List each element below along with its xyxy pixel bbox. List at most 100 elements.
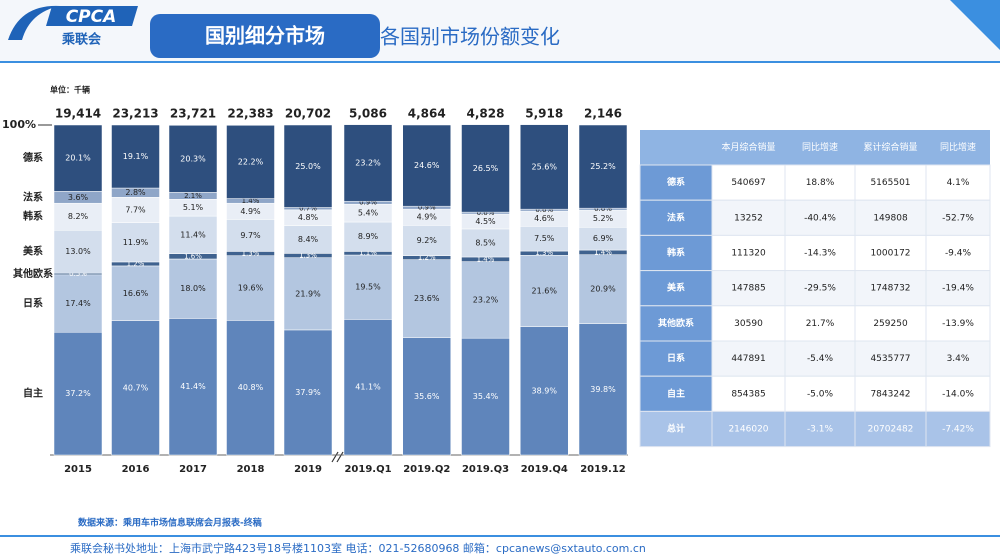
table-text: 3.4% bbox=[947, 354, 970, 364]
table-cell bbox=[639, 270, 713, 307]
bar-segment bbox=[343, 124, 393, 202]
x-tick-label: 2016 bbox=[122, 464, 150, 475]
data-label: 0.6% bbox=[594, 205, 612, 213]
data-label: 13.0% bbox=[65, 247, 91, 256]
data-label: 21.6% bbox=[532, 286, 558, 295]
bar-segment bbox=[168, 258, 218, 319]
table-cell bbox=[925, 340, 991, 377]
legend-label: 法系 bbox=[23, 190, 43, 203]
data-label: 11.4% bbox=[180, 230, 206, 239]
total-label: 5,918 bbox=[525, 107, 563, 121]
corner-decoration bbox=[950, 0, 1000, 50]
total-label: 22,383 bbox=[227, 107, 273, 121]
data-label: 26.5% bbox=[473, 164, 499, 173]
table-text: -14.0% bbox=[942, 389, 974, 399]
data-label: 35.6% bbox=[414, 392, 440, 401]
table-header: 累计综合销量 bbox=[863, 141, 917, 153]
data-label: 8.2% bbox=[68, 212, 89, 221]
table-text: 854385 bbox=[731, 389, 765, 399]
table-header: 同比增速 bbox=[802, 141, 838, 153]
table-text: -29.5% bbox=[804, 284, 836, 294]
data-label: 4.6% bbox=[534, 214, 555, 223]
data-label: 38.9% bbox=[532, 386, 558, 395]
x-tick-label: 2019.Q3 bbox=[462, 464, 509, 475]
table-cell bbox=[784, 305, 856, 342]
data-label: 1.3% bbox=[299, 252, 317, 260]
table-text: 2146020 bbox=[728, 425, 768, 435]
x-tick-label: 2019.12 bbox=[580, 464, 626, 475]
table-cell bbox=[925, 234, 991, 272]
data-label: 4.5% bbox=[475, 217, 496, 226]
total-label: 2,146 bbox=[584, 107, 622, 121]
data-label: 7.7% bbox=[125, 205, 146, 214]
table-text: 韩系 bbox=[667, 247, 685, 259]
data-label: 23.2% bbox=[473, 295, 499, 304]
table-cell bbox=[784, 234, 856, 272]
x-tick-label: 2019 bbox=[294, 464, 322, 475]
bar-segment bbox=[53, 202, 103, 231]
legend-label: 日系 bbox=[23, 297, 43, 310]
table-text: 111320 bbox=[731, 249, 766, 259]
bar-segment bbox=[343, 221, 393, 252]
table-text: 540697 bbox=[731, 178, 765, 188]
data-label: 19.1% bbox=[123, 152, 149, 161]
bar-segment bbox=[111, 124, 160, 189]
table-cell bbox=[784, 410, 856, 448]
table-text: 147885 bbox=[731, 284, 765, 294]
bar-segment bbox=[283, 225, 333, 254]
total-label: 19,414 bbox=[55, 107, 101, 121]
bar-segment bbox=[461, 337, 510, 456]
data-label: 18.0% bbox=[180, 284, 206, 293]
data-label: 37.9% bbox=[295, 388, 321, 397]
data-label: 0.5% bbox=[69, 270, 87, 278]
legend-label: 其他欧系 bbox=[13, 267, 53, 280]
legend-label: 韩系 bbox=[23, 210, 43, 223]
table-text: -9.4% bbox=[945, 249, 972, 259]
table-cell bbox=[784, 164, 856, 201]
title: 国别细分市场 bbox=[205, 24, 325, 48]
table-text: 自主 bbox=[667, 387, 685, 399]
table-cell bbox=[854, 410, 927, 448]
bar-segment bbox=[520, 124, 569, 210]
data-label: 16.6% bbox=[123, 289, 149, 298]
table-text: -5.0% bbox=[807, 389, 834, 399]
axis-break bbox=[336, 451, 344, 463]
data-label: 7.5% bbox=[534, 234, 555, 243]
data-label: 1.2% bbox=[418, 254, 436, 262]
x-tick-label: 2019.Q2 bbox=[403, 464, 450, 475]
bar-segment bbox=[226, 320, 275, 456]
logo-text: CPCA bbox=[66, 7, 117, 27]
x-tick-label: 2019.Q1 bbox=[344, 464, 391, 475]
bar-segment bbox=[402, 124, 451, 207]
table-header-bg bbox=[640, 130, 990, 165]
table-text: -19.4% bbox=[942, 284, 974, 294]
bar-segment bbox=[402, 259, 451, 338]
x-tick-label: 2015 bbox=[64, 464, 92, 475]
table-cell bbox=[854, 234, 927, 272]
data-label: 1.2% bbox=[127, 260, 145, 268]
data-label: 25.6% bbox=[532, 162, 558, 171]
table-text: -7.42% bbox=[942, 425, 974, 435]
data-label: 2.8% bbox=[125, 188, 146, 197]
table-text: 20702482 bbox=[868, 425, 914, 435]
table-cell bbox=[711, 305, 786, 342]
axis-break bbox=[331, 451, 339, 463]
table-cell bbox=[784, 340, 856, 377]
table-header: 同比增速 bbox=[940, 141, 976, 153]
data-label: 24.6% bbox=[414, 161, 440, 170]
table-text: 5165501 bbox=[870, 178, 910, 188]
table-text: -52.7% bbox=[942, 213, 974, 223]
bar-segment bbox=[520, 326, 569, 456]
table-text: -5.4% bbox=[807, 354, 834, 364]
table-cell bbox=[711, 340, 786, 377]
bar-segment bbox=[578, 323, 628, 456]
data-label: 5.2% bbox=[593, 214, 614, 223]
data-label: 1.4% bbox=[242, 197, 260, 205]
table-text: 日系 bbox=[667, 352, 685, 364]
bar-segment bbox=[168, 215, 218, 254]
data-label: 1.3% bbox=[242, 250, 260, 258]
data-label: 4.8% bbox=[298, 213, 319, 222]
table-text: -40.4% bbox=[804, 213, 836, 223]
bar-segment bbox=[461, 228, 510, 258]
